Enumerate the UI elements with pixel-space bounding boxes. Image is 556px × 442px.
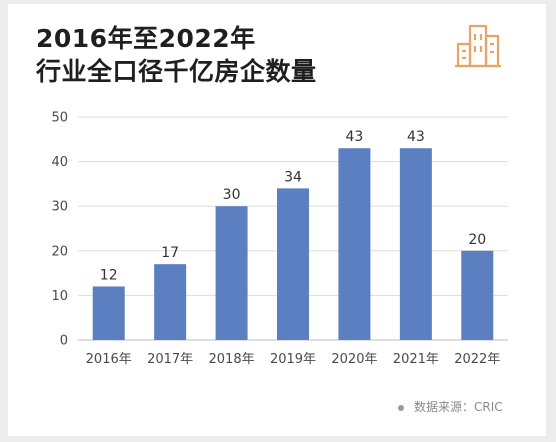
- title-line-2: 行业全口径千亿房企数量: [36, 57, 317, 86]
- data-label: 43: [346, 129, 364, 145]
- bar: [461, 250, 494, 340]
- x-tick-label: 2020年: [331, 352, 377, 367]
- y-tick-label: 10: [51, 289, 68, 304]
- y-tick-label: 0: [60, 334, 68, 349]
- x-tick-label: 2022年: [454, 352, 500, 367]
- data-source-text: 数据来源：CRIC: [414, 400, 503, 414]
- x-tick-label: 2017年: [147, 352, 193, 367]
- y-tick-label: 30: [51, 200, 68, 215]
- x-tick-label: 2018年: [209, 352, 255, 367]
- data-source-note: 数据来源：CRIC: [398, 398, 503, 415]
- bar: [277, 188, 309, 340]
- data-label: 20: [468, 232, 486, 248]
- x-tick-label: 2019年: [270, 352, 316, 367]
- data-label: 30: [223, 187, 241, 203]
- y-tick-label: 20: [51, 244, 68, 259]
- data-label: 12: [100, 267, 118, 283]
- bar: [92, 286, 125, 340]
- bar: [399, 148, 432, 340]
- x-tick-label: 2016年: [86, 352, 132, 367]
- x-tick-label: 2021年: [393, 352, 439, 367]
- bar: [338, 148, 371, 340]
- bullet-dot-icon: [398, 404, 404, 411]
- data-label: 43: [407, 129, 425, 145]
- data-label: 17: [161, 245, 179, 261]
- data-label: 34: [284, 169, 302, 185]
- bar: [215, 206, 248, 340]
- y-tick-label: 50: [51, 111, 68, 126]
- title-line-1: 2016年至2022年: [36, 24, 256, 53]
- bar: [154, 264, 187, 340]
- chart-title: 2016年至2022年 行业全口径千亿房企数量: [36, 22, 317, 88]
- y-tick-label: 40: [51, 155, 68, 170]
- buildings-icon: [455, 24, 501, 68]
